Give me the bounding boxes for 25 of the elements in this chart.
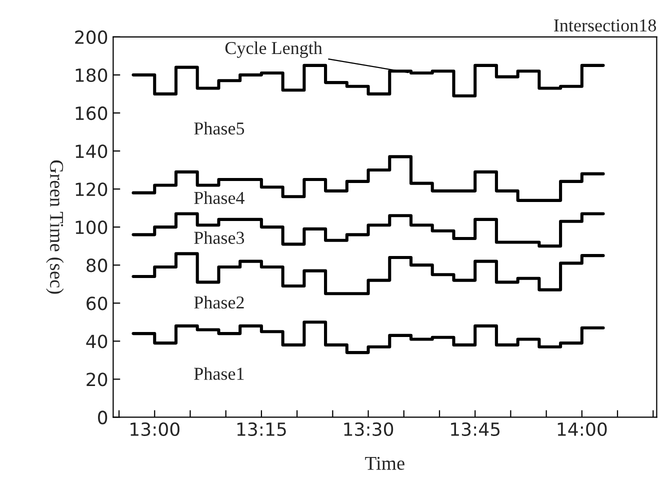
- y-tick-label: 120: [76, 182, 108, 196]
- series-label: Cycle Length: [225, 41, 322, 58]
- y-tick-label: 200: [75, 30, 108, 44]
- x-axis-title: Time: [365, 456, 404, 470]
- x-tick-label: 13:30: [344, 422, 394, 436]
- annotation: Phase1: [194, 367, 244, 380]
- y-tick-label: 60: [86, 296, 108, 310]
- annotation: Phase2: [194, 296, 244, 309]
- chart-title: Intersection18: [554, 19, 656, 32]
- y-tick-label: 40: [86, 334, 108, 348]
- x-tick-label: 13:00: [130, 422, 180, 436]
- y-tick-label: 160: [76, 106, 108, 120]
- y-tick-label: 180: [76, 68, 108, 82]
- annotation: Phase5: [194, 122, 244, 135]
- annotation: Phase4: [194, 191, 244, 204]
- x-tick-label: 13:45: [451, 422, 500, 436]
- y-tick-label: 100: [76, 220, 108, 234]
- annotation: Phase3: [194, 231, 244, 244]
- x-tick-label: 14:00: [558, 422, 607, 436]
- x-tick-label: 13:15: [237, 422, 286, 436]
- y-tick-label: 80: [86, 258, 108, 272]
- y-tick-label: 0: [98, 410, 108, 424]
- y-tick-label: 20: [86, 372, 108, 386]
- y-axis-title: Green Time (sec): [46, 160, 64, 294]
- y-tick-label: 140: [76, 144, 108, 158]
